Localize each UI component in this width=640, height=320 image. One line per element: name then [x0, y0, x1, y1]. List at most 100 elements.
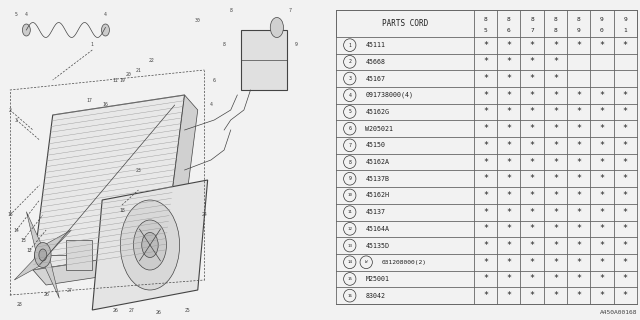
- Text: 2: 2: [8, 108, 12, 113]
- Text: *: *: [530, 157, 534, 166]
- Text: 15: 15: [348, 277, 352, 281]
- Text: 30: 30: [195, 18, 200, 22]
- Text: *: *: [506, 174, 511, 183]
- Text: *: *: [530, 91, 534, 100]
- Text: *: *: [506, 91, 511, 100]
- Text: *: *: [483, 141, 488, 150]
- Text: *: *: [483, 74, 488, 83]
- Text: 45164A: 45164A: [365, 226, 389, 232]
- Text: 23: 23: [136, 167, 141, 172]
- Text: *: *: [553, 157, 558, 166]
- Text: 8: 8: [229, 7, 232, 12]
- Bar: [336, 10, 637, 37]
- Text: *: *: [506, 108, 511, 116]
- Text: 26: 26: [156, 310, 161, 315]
- Text: *: *: [553, 241, 558, 250]
- Text: 45135D: 45135D: [365, 243, 389, 249]
- Text: 8: 8: [223, 43, 225, 47]
- Text: 8: 8: [531, 17, 534, 22]
- Text: *: *: [553, 41, 558, 50]
- Text: *: *: [530, 258, 534, 267]
- Bar: [336, 37, 637, 53]
- Bar: [336, 70, 637, 87]
- Text: *: *: [530, 224, 534, 233]
- Bar: [336, 237, 637, 254]
- Text: *: *: [483, 124, 488, 133]
- Text: *: *: [553, 224, 558, 233]
- Text: *: *: [506, 74, 511, 83]
- Text: 21: 21: [136, 68, 141, 73]
- Text: 25: 25: [185, 308, 191, 313]
- Text: 45167: 45167: [365, 76, 385, 82]
- Polygon shape: [14, 255, 43, 280]
- Bar: [336, 104, 637, 120]
- Text: 8: 8: [554, 28, 557, 33]
- Bar: [336, 204, 637, 220]
- Text: *: *: [576, 174, 581, 183]
- Text: *: *: [600, 191, 604, 200]
- Text: *: *: [623, 258, 628, 267]
- Text: *: *: [600, 241, 604, 250]
- Text: *: *: [600, 174, 604, 183]
- Text: 20: 20: [125, 73, 131, 77]
- Text: *: *: [483, 224, 488, 233]
- Text: *: *: [600, 141, 604, 150]
- Text: *: *: [553, 57, 558, 66]
- Polygon shape: [43, 255, 60, 298]
- Text: *: *: [576, 275, 581, 284]
- Text: *: *: [506, 275, 511, 284]
- Text: *: *: [600, 91, 604, 100]
- Text: 27: 27: [67, 287, 72, 292]
- Text: 15: 15: [7, 212, 13, 218]
- Text: 12: 12: [348, 227, 352, 231]
- Text: 1: 1: [623, 28, 627, 33]
- Text: 45137: 45137: [365, 209, 385, 215]
- Polygon shape: [43, 230, 72, 255]
- Text: 6: 6: [213, 77, 216, 83]
- Text: *: *: [576, 241, 581, 250]
- Text: 5: 5: [348, 109, 351, 115]
- Text: *: *: [506, 258, 511, 267]
- Bar: [336, 271, 637, 287]
- Text: 17: 17: [86, 98, 92, 102]
- Text: *: *: [576, 91, 581, 100]
- Text: *: *: [530, 124, 534, 133]
- Text: *: *: [576, 258, 581, 267]
- Text: *: *: [623, 291, 628, 300]
- Text: PARTS CORD: PARTS CORD: [381, 19, 428, 28]
- Text: *: *: [530, 41, 534, 50]
- Text: 8: 8: [577, 17, 580, 22]
- Text: *: *: [600, 108, 604, 116]
- Text: *: *: [506, 124, 511, 133]
- Text: *: *: [530, 191, 534, 200]
- Text: 11: 11: [113, 77, 118, 83]
- Text: 26: 26: [44, 292, 49, 298]
- Text: 4: 4: [104, 12, 107, 18]
- Text: 4: 4: [348, 93, 351, 98]
- Polygon shape: [33, 95, 184, 270]
- Text: *: *: [483, 174, 488, 183]
- Text: *: *: [506, 57, 511, 66]
- Text: *: *: [553, 174, 558, 183]
- Text: *: *: [623, 41, 628, 50]
- Polygon shape: [165, 95, 198, 265]
- Text: 9: 9: [623, 17, 627, 22]
- Bar: [336, 154, 637, 170]
- Text: *: *: [530, 74, 534, 83]
- Text: *: *: [576, 224, 581, 233]
- Text: 9: 9: [600, 17, 604, 22]
- Text: 6: 6: [348, 126, 351, 131]
- Text: 9: 9: [577, 28, 580, 33]
- Text: 11: 11: [348, 210, 352, 214]
- Text: 14: 14: [13, 228, 19, 233]
- Text: W205021: W205021: [365, 126, 394, 132]
- Text: *: *: [576, 208, 581, 217]
- Text: *: *: [576, 41, 581, 50]
- Text: *: *: [506, 191, 511, 200]
- Text: *: *: [623, 91, 628, 100]
- Text: 4: 4: [25, 12, 28, 18]
- Text: *: *: [530, 291, 534, 300]
- Circle shape: [102, 24, 109, 36]
- Text: *: *: [576, 291, 581, 300]
- Circle shape: [141, 233, 158, 258]
